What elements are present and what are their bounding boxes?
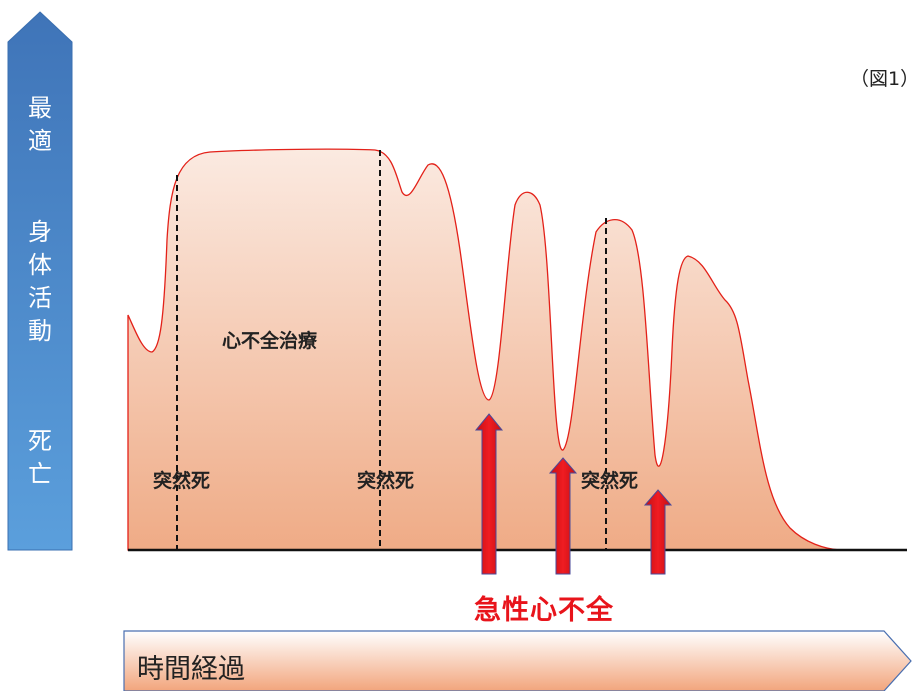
axis-label-optimal: 最適 xyxy=(28,94,52,155)
figure-number: （図1） xyxy=(850,68,914,90)
time-axis-label: 時間経過 xyxy=(137,654,245,685)
sudden-death-label-1: 突然死 xyxy=(153,470,211,492)
acute-hf-arrow-1 xyxy=(474,413,504,575)
acute-hf-arrow-3 xyxy=(643,489,673,575)
axis-label-death: 死亡 xyxy=(28,427,52,488)
acute-heart-failure-label: 急性心不全 xyxy=(474,595,614,626)
axis-label-physical-activity: 身体活動 xyxy=(28,218,52,345)
sudden-death-label-2: 突然死 xyxy=(357,470,415,492)
treatment-label: 心不全治療 xyxy=(222,330,318,352)
time-axis-arrow xyxy=(123,630,912,691)
activity-curve xyxy=(127,148,841,551)
sudden-death-label-3: 突然死 xyxy=(581,470,639,492)
vertical-axis-arrow xyxy=(7,11,73,551)
acute-hf-arrow-2 xyxy=(548,457,578,575)
